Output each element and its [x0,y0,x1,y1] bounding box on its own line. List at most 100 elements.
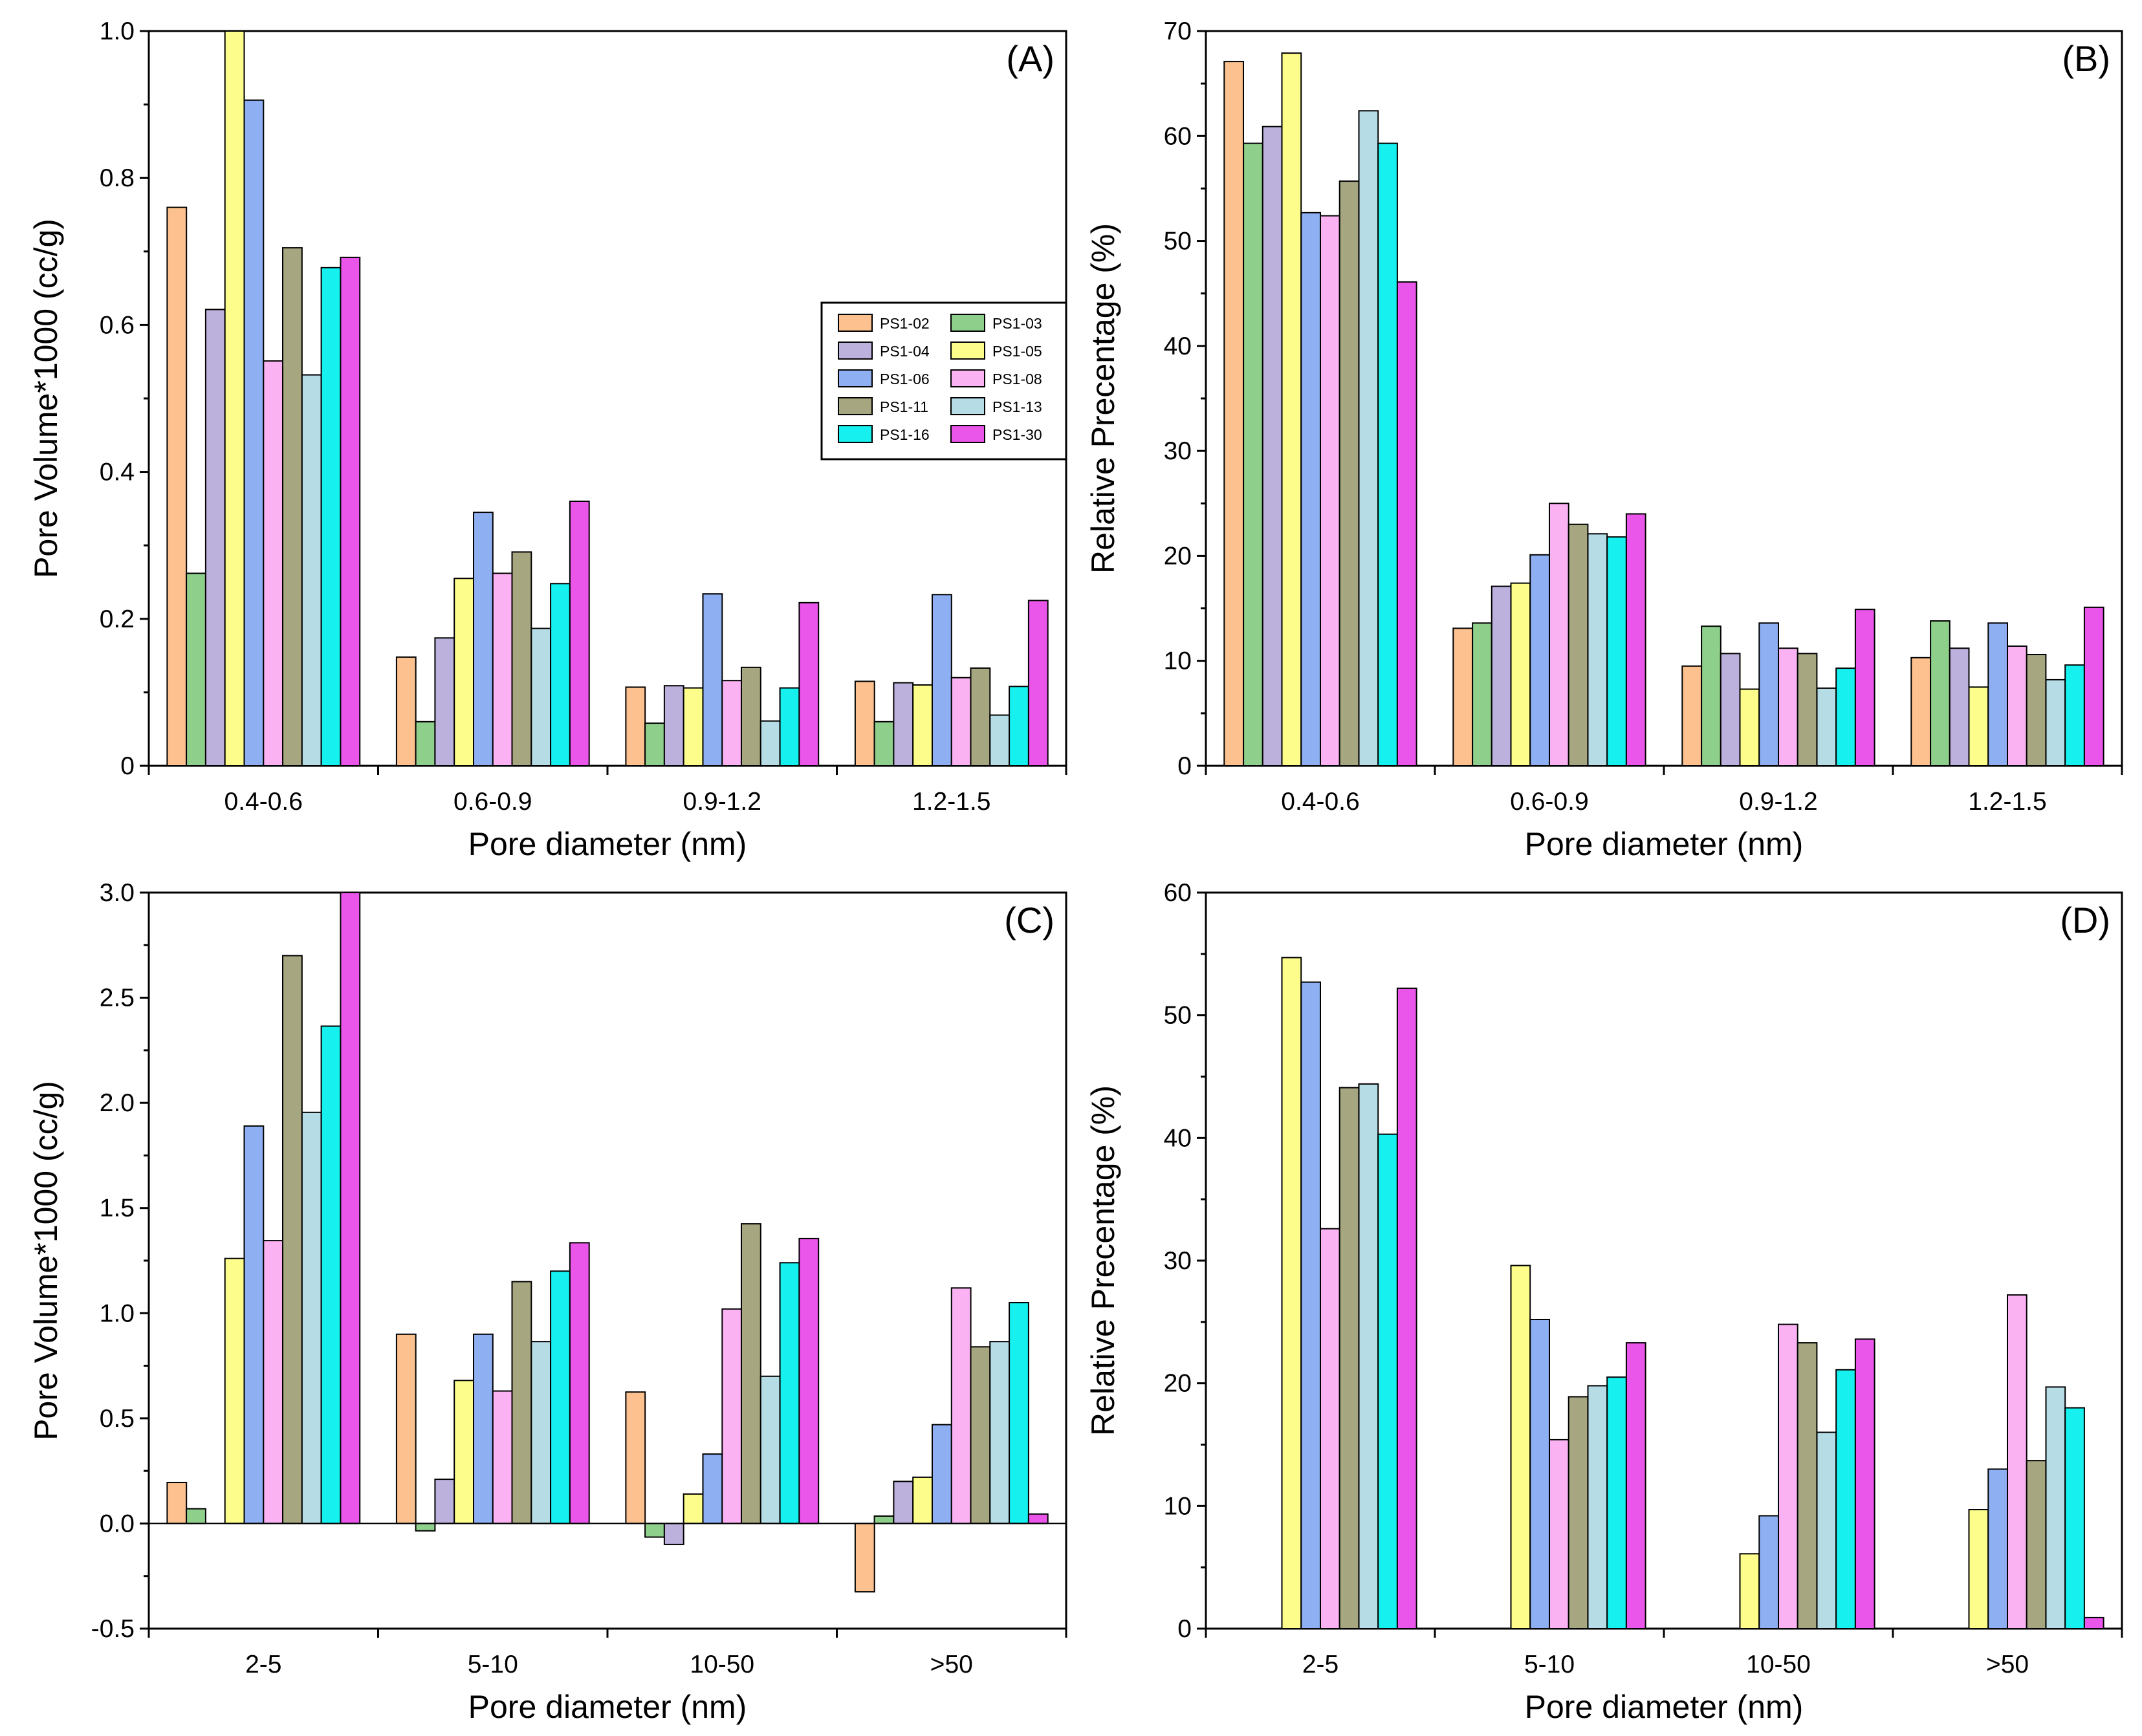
bar [186,572,206,767]
bar [2026,1460,2047,1629]
bar [1778,1323,1798,1629]
bar [1243,142,1263,767]
bar [473,512,494,766]
x-tick-label: 0.4-0.6 [1281,788,1359,816]
bar [1625,513,1646,766]
x-tick-label: 0.6-0.9 [454,788,532,816]
bar [2007,1294,2027,1629]
bar [204,309,226,766]
bar [1778,647,1798,767]
x-tick-label: 10-50 [690,1651,754,1678]
bar [1587,1385,1608,1629]
bar [741,1223,761,1524]
bar [950,1287,972,1524]
bar [186,1508,206,1524]
bar [1300,981,1322,1629]
bar [1472,622,1492,766]
bar [1027,1513,1049,1524]
bar [263,1240,284,1524]
bar [1758,622,1780,766]
bar [625,686,646,767]
y-tick-label: 0.6 [100,311,135,339]
y-tick-label: 0 [1177,1615,1192,1643]
bars [1223,52,2104,767]
bar [1739,688,1760,766]
panel-a: 0 0.2 0.4 0.6 0.8 1.0 0.4-0.6 0.6-0.9 0.9-1.2 1.… [28,17,1067,862]
bar [1606,1376,1627,1629]
y-tick-label: 0.2 [100,605,135,633]
y-tick-label: 3.0 [100,879,135,907]
legend-swatch [950,342,985,360]
x-tick-label: 5-10 [468,1651,518,1678]
panel-tag: (B) [2062,38,2110,79]
bar [530,627,552,766]
bar [569,501,590,766]
bar [1797,1342,1818,1630]
y-axis-title: Pore Volume*1000 (cc/g) [28,219,64,578]
bar [320,266,342,766]
x-axis-ticks: 0.4-0.6 0.6-0.9 0.9-1.2 1.2-1.5 [148,766,1067,816]
bar [243,1125,265,1524]
y-tick-label: 30 [1164,437,1192,465]
bar [1835,1369,1856,1630]
bar [741,666,761,767]
legend-swatch [838,314,873,332]
bar [989,1341,1011,1524]
x-axis-title: Pore diameter (nm) [1525,1689,1804,1725]
y-tick-label: 40 [1164,1124,1192,1152]
bar [1377,142,1398,767]
y-tick-label: -0.5 [91,1615,135,1643]
x-axis-title: Pore diameter (nm) [468,1689,747,1725]
bar [454,1380,475,1524]
bar [989,714,1011,766]
y-tick-label: 0.4 [100,459,135,486]
x-tick-label: 10-50 [1746,1651,1811,1678]
bar [873,1515,895,1524]
bar [282,955,303,1524]
legend-swatch [950,425,985,443]
bar [2026,654,2047,766]
bar [854,680,875,767]
y-tick-label: 10 [1164,1492,1192,1520]
y-axis-ticks: 0 10 20 30 40 50 60 [1164,879,1206,1643]
bar [1625,1342,1646,1630]
x-tick-label: 1.2-1.5 [912,788,990,816]
y-axis-title: Pore Volume*1000 (cc/g) [28,1081,64,1440]
bar [1027,600,1049,767]
bar [1606,536,1627,766]
bar [301,374,322,766]
bar [1320,1228,1340,1629]
bar [243,99,265,766]
bar [798,1237,820,1524]
bar [1987,1468,2009,1629]
bar [1009,686,1029,767]
bar [2083,1616,2104,1629]
bar [854,1523,875,1593]
bar [415,1523,436,1532]
bar [1835,667,1856,766]
y-axis-ticks: 0 10 20 30 40 50 60 70 [1164,17,1206,780]
bar [702,1453,723,1524]
x-tick-label: 0.4-0.6 [224,788,303,816]
bar [282,247,303,767]
panel-d: 0 10 20 30 40 50 60 2-5 5-10 10-50 >50 (D) Pore d… [1085,879,2123,1725]
legend-label: PS1-30 [992,426,1042,443]
bar [1968,1509,1989,1629]
y-tick-label: 0.5 [100,1405,135,1433]
x-axis-title: Pore diameter (nm) [1525,826,1804,862]
bar [1701,625,1721,767]
bar [1910,656,1932,766]
bar [1358,1083,1379,1629]
legend-item: PS1-11 [838,397,928,415]
bar [2007,646,2027,766]
panel-tag: (A) [1006,38,1055,79]
bar [1529,554,1551,766]
bar [683,687,704,766]
bar [779,1262,800,1524]
bar [1816,1431,1837,1629]
bar [395,656,417,767]
y-tick-label: 20 [1164,1370,1192,1398]
bar [1720,653,1741,767]
panel-tag: (C) [1004,900,1055,940]
y-tick-label: 0 [120,752,135,780]
